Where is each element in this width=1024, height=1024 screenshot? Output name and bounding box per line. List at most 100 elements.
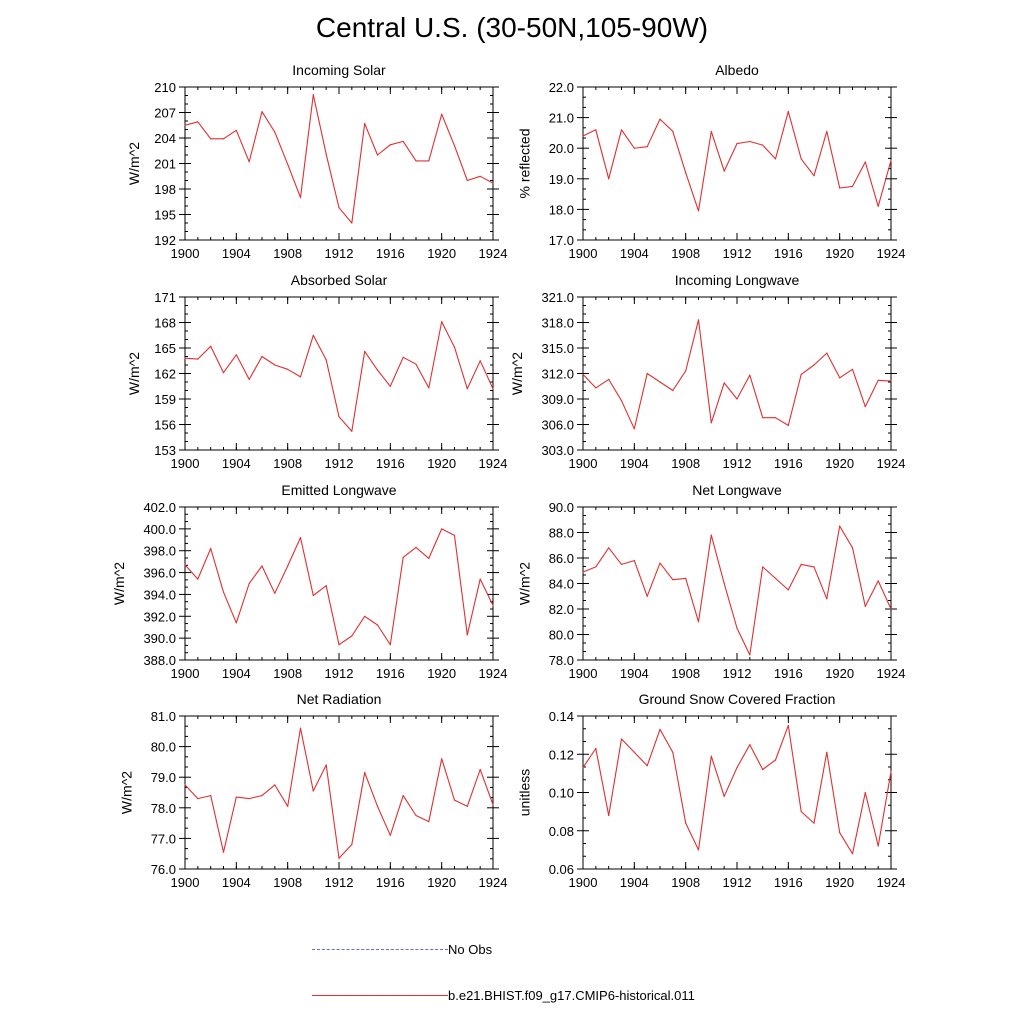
y-tick-label: 80.0	[549, 628, 574, 643]
data-point	[787, 725, 789, 727]
data-point	[325, 359, 327, 361]
data-point	[466, 805, 468, 807]
data-point	[697, 319, 700, 321]
series-line	[582, 110, 892, 212]
data-point	[800, 811, 802, 813]
y-tick-label: 198	[154, 182, 176, 197]
data-point	[620, 129, 623, 131]
data-point	[633, 751, 635, 753]
x-tick-label: 1916	[376, 246, 405, 261]
x-tick-label: 1912	[325, 246, 354, 261]
x-tick-label: 1924	[877, 875, 906, 890]
data-point	[389, 385, 391, 387]
data-point	[402, 356, 404, 358]
data-point	[248, 582, 250, 585]
series-line	[582, 319, 892, 430]
data-point	[633, 560, 635, 562]
data-point	[261, 355, 263, 358]
x-tick-label: 1912	[325, 456, 354, 471]
y-tick-label: 400.0	[143, 522, 176, 537]
x-tick-label: 1920	[825, 666, 854, 681]
data-point	[415, 814, 417, 817]
y-tick-label: 22.0	[549, 80, 574, 95]
y-tick-label: 80.0	[151, 740, 176, 755]
data-point	[685, 577, 687, 580]
y-tick-label: 0.08	[549, 824, 574, 839]
y-tick-label: 82.0	[549, 602, 574, 617]
data-point	[184, 784, 186, 786]
plot-frame	[582, 86, 892, 241]
data-point	[197, 121, 199, 123]
y-tick-label: 78.0	[549, 653, 574, 668]
y-tick-label: 195	[154, 208, 176, 223]
data-point	[659, 728, 661, 731]
data-point	[184, 357, 186, 359]
data-point	[287, 565, 289, 567]
data-point	[877, 580, 879, 582]
x-tick-label: 1904	[222, 666, 251, 681]
panel-title: Emitted Longwave	[281, 482, 396, 498]
x-tick-label: 1924	[479, 456, 508, 471]
x-tick-label: 1908	[273, 246, 302, 261]
legend-item-model: b.e21.BHIST.f09_g17.CMIP6-historical.011	[312, 988, 695, 1003]
data-point	[235, 354, 237, 356]
data-point	[428, 557, 430, 560]
y-tick-label: 0.10	[549, 786, 574, 801]
data-point	[633, 147, 635, 149]
data-point	[351, 843, 353, 846]
y-tick-label: 0.12	[549, 747, 574, 762]
series-line	[582, 725, 892, 855]
x-tick-label: 1908	[671, 666, 700, 681]
y-tick-label: 77.0	[151, 831, 176, 846]
data-point	[736, 143, 738, 145]
y-tick-label: 303.0	[541, 443, 574, 458]
data-point	[697, 210, 700, 212]
y-tick-label: 19.0	[549, 172, 574, 187]
y-tick-label: 156	[154, 418, 176, 433]
data-point	[608, 814, 610, 817]
x-tick-label: 1904	[222, 456, 251, 471]
data-point	[274, 364, 276, 366]
x-tick-label: 1912	[723, 666, 752, 681]
x-tick-label: 1916	[774, 875, 803, 890]
data-point	[620, 563, 623, 566]
data-point	[274, 592, 276, 594]
data-point	[364, 350, 366, 352]
data-point	[210, 547, 212, 550]
x-tick-label: 1900	[569, 246, 598, 261]
x-tick-label: 1920	[825, 246, 854, 261]
x-tick-label: 1912	[325, 666, 354, 681]
data-point	[890, 159, 892, 161]
plot-frame	[582, 506, 892, 661]
y-tick-label: 76.0	[151, 862, 176, 877]
data-point	[235, 796, 237, 798]
data-point	[685, 172, 687, 174]
y-tick-label: 394.0	[143, 587, 176, 602]
data-point	[364, 123, 366, 125]
data-point	[325, 764, 327, 766]
y-tick-label: 321.0	[541, 290, 574, 305]
data-point	[479, 360, 481, 362]
data-point	[672, 130, 674, 132]
y-tick-label: 86.0	[549, 551, 574, 566]
y-tick-label: 396.0	[143, 566, 176, 581]
legend-swatch-dashed	[312, 949, 448, 950]
y-tick-label: 0.06	[549, 862, 574, 877]
data-point	[299, 376, 302, 378]
data-point	[479, 175, 481, 177]
data-point	[210, 138, 212, 140]
y-tick-label: 79.0	[151, 770, 176, 785]
data-point	[813, 566, 815, 568]
data-point	[376, 369, 379, 371]
data-point	[299, 537, 302, 539]
y-axis-label: W/m^2	[509, 352, 525, 395]
data-point	[672, 751, 674, 753]
data-point	[774, 158, 777, 160]
y-axis-label: W/m^2	[126, 352, 142, 395]
data-point	[312, 790, 314, 792]
data-point	[774, 417, 777, 419]
y-tick-label: 17.0	[549, 233, 574, 248]
data-point	[595, 566, 597, 568]
x-tick-label: 1920	[427, 246, 456, 261]
y-tick-label: 388.0	[143, 653, 176, 668]
